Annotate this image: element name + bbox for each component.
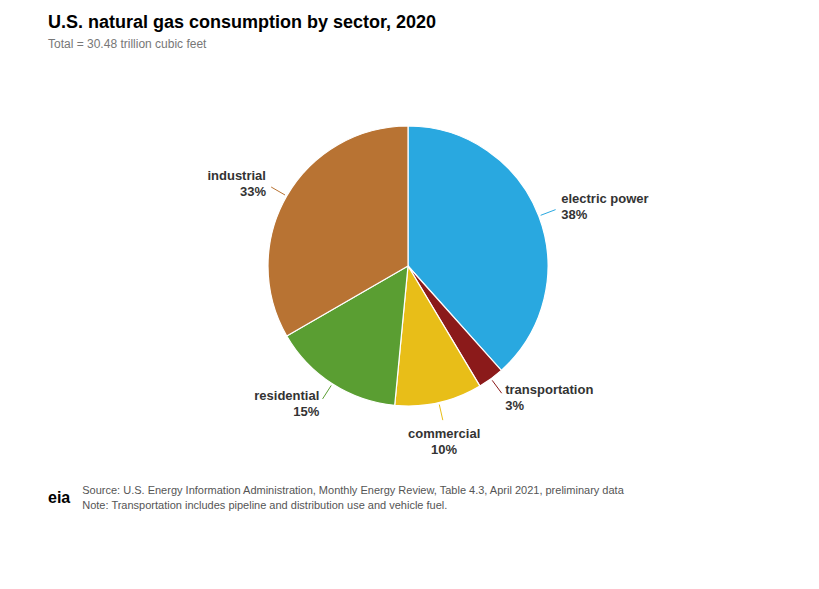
html-text:U.S. natural gas consumption b: U.S. natural gas consumption by sector, …	[48, 12, 437, 32]
html-text:Note: Transportation includes: Note: Transportation includes pipeline a…	[82, 499, 448, 511]
svg-text:transportation3%: transportation3%	[505, 382, 593, 413]
html-text:Total = 30.48 trillion cubic f: Total = 30.48 trillion cubic feet	[48, 37, 207, 51]
svg-text:industrial33%: industrial33%	[207, 168, 266, 199]
html-text:eia: eia	[48, 489, 71, 506]
svg-text:electric power38%: electric power38%	[561, 191, 648, 222]
html-text:Source: U.S. Energy Informatio: Source: U.S. Energy Information Administ…	[82, 484, 624, 496]
svg-text:residential15%: residential15%	[254, 388, 319, 419]
svg-text:commercial10%: commercial10%	[408, 426, 480, 457]
